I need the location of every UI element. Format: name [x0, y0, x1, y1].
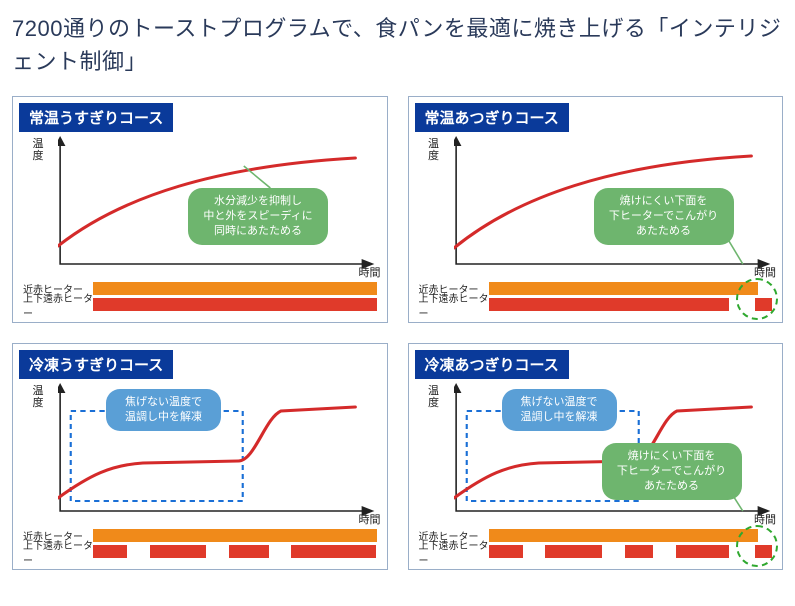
chart-area: 温度時間焼けにくい下面を下ヒーターでこんがりあたためる — [454, 136, 773, 276]
heater-segment — [489, 529, 758, 542]
heater-segment — [489, 545, 523, 558]
heater-label: 上下遠赤ヒーター — [23, 537, 93, 567]
heater-segment — [93, 545, 127, 558]
heater-row-far: 上下遠赤ヒーター — [419, 298, 773, 311]
heater-segment — [229, 545, 269, 558]
y-axis-label: 温度 — [30, 385, 46, 409]
heater-label: 上下遠赤ヒーター — [23, 290, 93, 320]
panel-header: 常温うすぎりコース — [19, 103, 173, 132]
heater-segment — [93, 298, 377, 311]
heater-track — [93, 529, 377, 542]
callout-defrost: 焦げない温度で温調し中を解凍 — [106, 389, 221, 431]
chart-panel: 冷凍うすぎりコース温度時間焦げない温度で温調し中を解凍近赤ヒーター上下遠赤ヒータ… — [12, 343, 388, 570]
chart-panel: 冷凍あつぎりコース温度時間焦げない温度で温調し中を解凍焼けにくい下面を下ヒーター… — [408, 343, 784, 570]
highlight-circle — [736, 525, 778, 567]
panel-header: 冷凍あつぎりコース — [415, 350, 569, 379]
page-title: 7200通りのトーストプログラムで、食パンを最適に焼き上げる「インテリジェント制… — [12, 12, 783, 78]
highlight-circle — [736, 278, 778, 320]
heater-track — [489, 282, 773, 295]
y-axis-label: 温度 — [426, 138, 442, 162]
callout-heating: 焼けにくい下面を下ヒーターでこんがりあたためる — [602, 443, 742, 500]
panel-header: 冷凍うすぎりコース — [19, 350, 173, 379]
heater-segment — [625, 545, 653, 558]
y-axis-label: 温度 — [30, 138, 46, 162]
heater-segment — [545, 545, 602, 558]
heater-segment — [489, 282, 758, 295]
chart-grid: 常温うすぎりコース温度時間水分減少を抑制し中と外をスピーディに同時にあたためる近… — [12, 96, 783, 570]
heater-bars: 近赤ヒーター上下遠赤ヒーター — [419, 529, 773, 558]
heater-label: 上下遠赤ヒーター — [419, 537, 489, 567]
heater-label: 上下遠赤ヒーター — [419, 290, 489, 320]
callout-defrost: 焦げない温度で温調し中を解凍 — [502, 389, 617, 431]
heater-segment — [489, 298, 730, 311]
heater-bars: 近赤ヒーター上下遠赤ヒーター — [419, 282, 773, 311]
heater-track — [489, 529, 773, 542]
chart-area: 温度時間焦げない温度で温調し中を解凍焼けにくい下面を下ヒーターでこんがりあたため… — [454, 383, 773, 523]
heater-bars: 近赤ヒーター上下遠赤ヒーター — [23, 282, 377, 311]
heater-track — [489, 298, 773, 311]
chart-area: 温度時間水分減少を抑制し中と外をスピーディに同時にあたためる — [58, 136, 377, 276]
heater-track — [93, 282, 377, 295]
chart-panel: 常温うすぎりコース温度時間水分減少を抑制し中と外をスピーディに同時にあたためる近… — [12, 96, 388, 323]
heater-track — [93, 545, 377, 558]
heater-row-far: 上下遠赤ヒーター — [23, 298, 377, 311]
y-axis-label: 温度 — [426, 385, 442, 409]
heater-segment — [291, 545, 376, 558]
heater-segment — [93, 282, 377, 295]
heater-row-far: 上下遠赤ヒーター — [23, 545, 377, 558]
chart-panel: 常温あつぎりコース温度時間焼けにくい下面を下ヒーターでこんがりあたためる近赤ヒー… — [408, 96, 784, 323]
callout-heating: 焼けにくい下面を下ヒーターでこんがりあたためる — [594, 188, 734, 245]
heater-row-far: 上下遠赤ヒーター — [419, 545, 773, 558]
heater-segment — [150, 545, 207, 558]
heater-track — [489, 545, 773, 558]
panel-header: 常温あつぎりコース — [415, 103, 569, 132]
callout-heating: 水分減少を抑制し中と外をスピーディに同時にあたためる — [188, 188, 328, 245]
heater-segment — [676, 545, 730, 558]
chart-area: 温度時間焦げない温度で温調し中を解凍 — [58, 383, 377, 523]
heater-track — [93, 298, 377, 311]
heater-bars: 近赤ヒーター上下遠赤ヒーター — [23, 529, 377, 558]
heater-segment — [93, 529, 377, 542]
